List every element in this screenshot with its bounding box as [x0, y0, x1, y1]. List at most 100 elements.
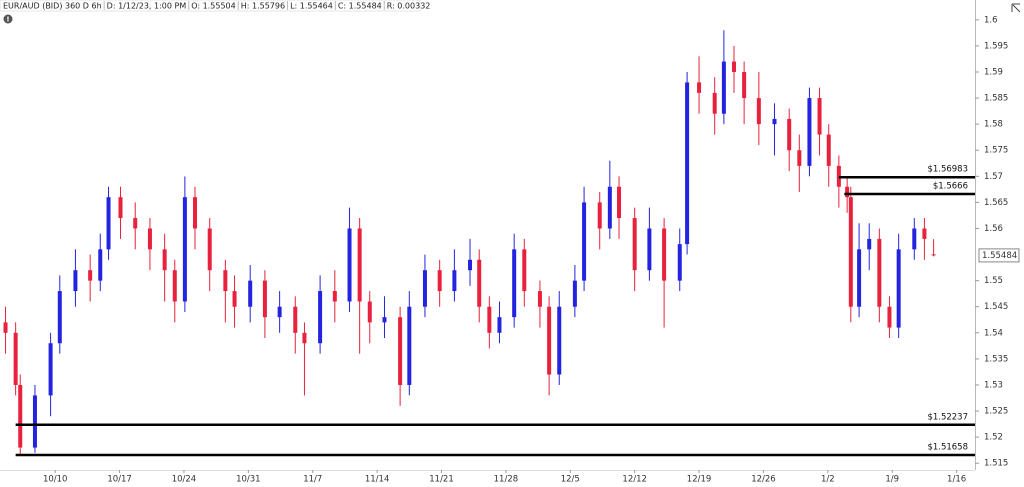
candle-body	[172, 270, 177, 302]
y-tick-label: 1.6	[984, 15, 998, 25]
candle-body	[607, 186, 612, 229]
y-tick-label: 1.535	[984, 354, 1008, 364]
header-item: L: 1.55464	[290, 2, 333, 11]
candle-body	[632, 218, 637, 271]
y-tick-label: 1.565	[984, 198, 1008, 208]
header-background	[0, 0, 421, 12]
candle-body	[685, 82, 690, 245]
candle-body	[422, 270, 427, 307]
x-tick-label: 12/19	[687, 475, 712, 485]
candle-body	[407, 306, 412, 385]
candle-body	[797, 150, 802, 166]
candle-body	[512, 249, 517, 318]
y-tick-label: 1.58	[984, 120, 1003, 130]
candle-body	[347, 228, 352, 302]
candle-body	[647, 228, 652, 271]
candle-body	[477, 259, 482, 307]
candle-body	[468, 259, 473, 271]
header-item: EUR/AUD (BID) 360 D 6h	[3, 2, 102, 11]
candle-body	[662, 228, 667, 281]
header-item: O: 1.55504	[191, 2, 235, 11]
y-tick-label: 1.545	[984, 302, 1008, 312]
candle-body	[223, 270, 228, 292]
candle-body	[367, 301, 372, 323]
candle-body	[162, 249, 167, 271]
candle-body	[845, 186, 850, 198]
candle-body	[48, 343, 53, 396]
candle-body	[293, 306, 298, 333]
header-bar: EUR/AUD (BID) 360 D 6h D: 1/12/23, 1:00 P…	[0, 0, 431, 12]
level-label: $1.5666	[933, 182, 968, 192]
candle-body	[318, 291, 323, 344]
candle-body	[756, 98, 761, 125]
y-tick-label: 1.595	[984, 41, 1008, 51]
candle-body	[382, 317, 387, 323]
candle-body	[452, 270, 457, 292]
candle-body	[817, 98, 822, 135]
y-tick-label: 1.525	[984, 407, 1008, 417]
candle-body	[147, 228, 152, 250]
alert-icon[interactable]	[3, 14, 13, 24]
candle-body	[887, 306, 892, 328]
y-tick-label: 1.54	[984, 328, 1003, 338]
candle-body	[98, 249, 103, 281]
level-label: $1.56983	[927, 165, 968, 175]
x-tick-label: 11/21	[429, 475, 454, 485]
last-price-box	[978, 248, 1020, 263]
candle-body	[302, 332, 307, 344]
candle-body	[742, 71, 747, 99]
candle-body	[712, 92, 717, 114]
x-tick-label: 1/9	[885, 475, 899, 485]
x-tick-label: 10/10	[43, 475, 68, 485]
candle-body	[357, 228, 362, 302]
candle-body	[572, 280, 577, 307]
candle-body	[557, 306, 562, 375]
candle-body	[732, 61, 737, 72]
y-tick-label: 1.585	[984, 94, 1008, 104]
candle-body	[487, 306, 492, 333]
candle-body	[772, 118, 777, 125]
candle-body	[912, 228, 917, 250]
candle-body	[721, 61, 726, 114]
candle-body	[3, 322, 8, 333]
alert-icon-glyph: !	[6, 16, 9, 24]
x-tick-label: 12/5	[561, 475, 580, 485]
candle-body	[867, 238, 872, 250]
header-item: H: 1.55796	[241, 2, 285, 11]
candle-body	[437, 270, 442, 292]
candle-body	[597, 202, 602, 229]
x-tick-label: 11/7	[303, 475, 322, 485]
candle-body	[617, 186, 622, 219]
x-tick-label: 10/24	[172, 475, 197, 485]
level-label: $1.51658	[927, 442, 968, 452]
candle-body	[207, 228, 212, 271]
candle-body	[697, 82, 702, 93]
candle-body	[106, 197, 111, 250]
x-tick-label: 1/16	[947, 475, 966, 485]
candle-body	[398, 317, 403, 385]
candle-body	[787, 118, 792, 151]
expand-icon[interactable]	[1011, 3, 1021, 13]
candle-body	[18, 384, 23, 448]
candle-body	[522, 249, 527, 292]
header-item: D: 1/12/23, 1:00 PM	[107, 2, 187, 11]
candle-body	[807, 98, 812, 166]
y-tick-label: 1.575	[984, 146, 1008, 156]
candle-body	[88, 270, 93, 281]
header-item: R: 0.00332	[387, 2, 431, 11]
candle-body	[133, 218, 138, 229]
y-tick-label: 1.52	[984, 433, 1003, 443]
candle-body	[13, 332, 18, 385]
x-tick-label: 11/14	[365, 475, 390, 485]
candle-body	[896, 249, 901, 328]
candle-body	[118, 197, 123, 219]
candle-body	[582, 202, 587, 281]
candle-body	[73, 270, 78, 292]
last-price-label: 1.55484	[982, 251, 1017, 261]
candle-body	[277, 306, 282, 318]
candle-body	[931, 254, 936, 256]
candle-body	[547, 306, 552, 375]
y-tick-label: 1.56	[984, 224, 1003, 234]
